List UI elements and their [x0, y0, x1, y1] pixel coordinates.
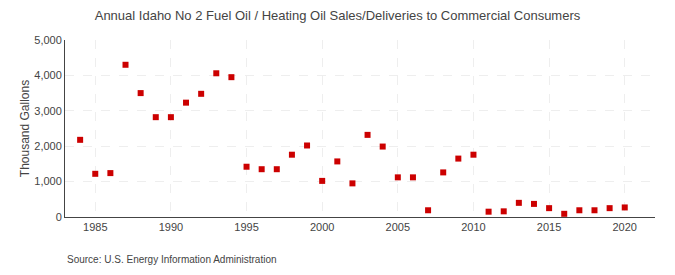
- svg-text:2005: 2005: [386, 221, 410, 233]
- svg-text:1990: 1990: [159, 221, 183, 233]
- svg-text:Thousand Gallons: Thousand Gallons: [18, 80, 32, 177]
- svg-text:5,000: 5,000: [34, 34, 62, 46]
- svg-text:1,000: 1,000: [34, 175, 62, 187]
- svg-text:Annual Idaho No 2 Fuel Oil / H: Annual Idaho No 2 Fuel Oil / Heating Oil…: [95, 8, 581, 23]
- svg-text:2010: 2010: [461, 221, 485, 233]
- svg-text:2015: 2015: [537, 221, 561, 233]
- svg-text:3,000: 3,000: [34, 105, 62, 117]
- svg-text:2,000: 2,000: [34, 140, 62, 152]
- svg-text:2020: 2020: [612, 221, 636, 233]
- svg-text:1985: 1985: [83, 221, 107, 233]
- svg-text:2000: 2000: [310, 221, 334, 233]
- svg-text:1995: 1995: [234, 221, 258, 233]
- svg-text:Source: U.S. Energy Informatio: Source: U.S. Energy Information Administ…: [67, 254, 277, 265]
- svg-text:0: 0: [56, 211, 62, 223]
- svg-text:4,000: 4,000: [34, 69, 62, 81]
